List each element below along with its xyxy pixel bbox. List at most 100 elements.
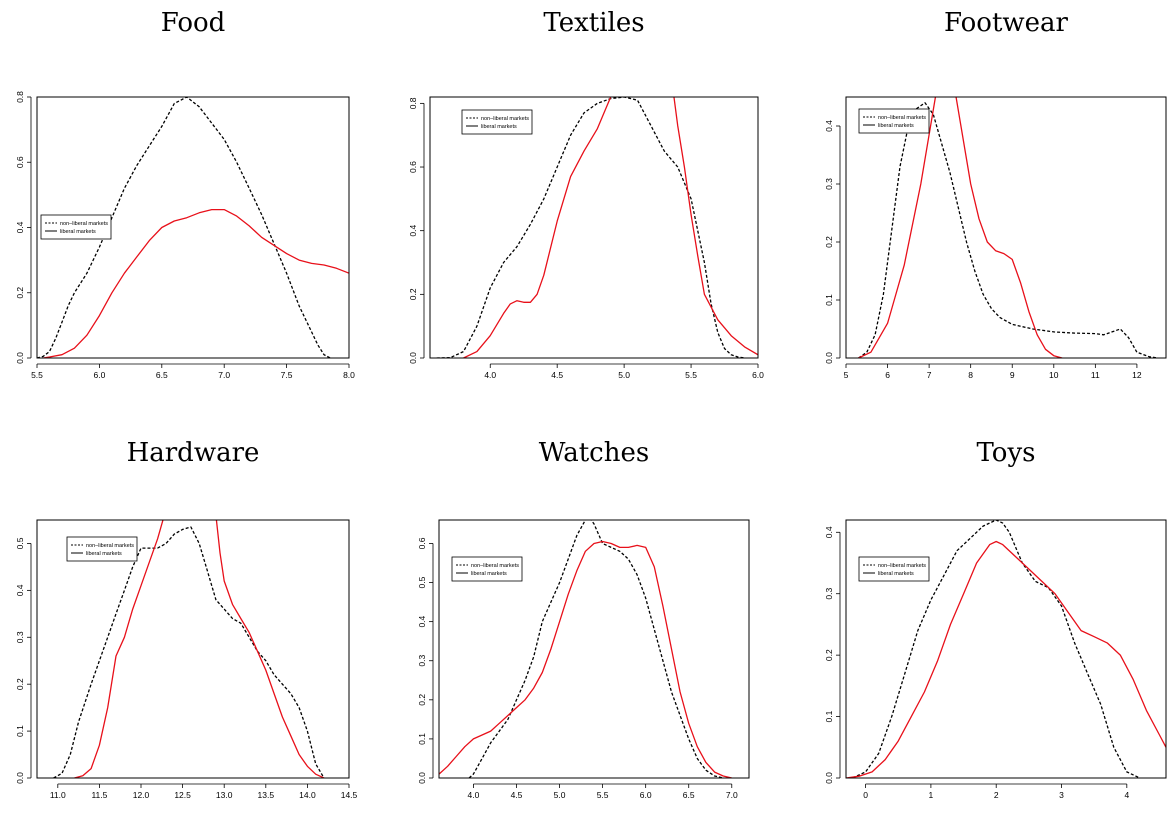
food-x-tick-label: 7.5 bbox=[281, 370, 293, 380]
hardware-panel-title: Hardware bbox=[126, 438, 260, 468]
toys-y-tick-label: 0.3 bbox=[824, 588, 834, 600]
watches-x-tick-label: 6.5 bbox=[683, 790, 695, 800]
hardware-plot-frame bbox=[36, 519, 350, 779]
watches-y-tick-label: 0.6 bbox=[417, 537, 427, 549]
textiles-x-tick-label: 4.5 bbox=[551, 370, 563, 380]
hardware-y-tick-label: 0.4 bbox=[15, 584, 25, 596]
food-plot-frame bbox=[36, 96, 350, 359]
textiles-x-tick-label: 5.0 bbox=[618, 370, 630, 380]
hardware-x-tick-label: 14.5 bbox=[341, 790, 358, 800]
footwear-plot-frame bbox=[845, 96, 1167, 359]
footwear-x-tick-label: 7 bbox=[927, 370, 932, 380]
watches-x-tick-label: 5.5 bbox=[597, 790, 609, 800]
hardware-series-liberal bbox=[74, 520, 325, 778]
footwear-legend-label: liberal markets bbox=[878, 123, 914, 129]
hardware-legend-label: liberal markets bbox=[86, 551, 122, 557]
footwear-y-tick-label: 0.4 bbox=[824, 120, 834, 132]
textiles-x-tick-label: 4.0 bbox=[484, 370, 496, 380]
watches-y-tick-label: 0.1 bbox=[417, 733, 427, 745]
toys-plot-frame bbox=[845, 519, 1167, 779]
footwear-legend-box bbox=[858, 108, 930, 134]
watches-x-tick-label: 6.0 bbox=[640, 790, 652, 800]
textiles-x-tick-label: 5.5 bbox=[685, 370, 697, 380]
watches-y-tick-label: 0.3 bbox=[417, 655, 427, 667]
food-x-tick-label: 8.0 bbox=[343, 370, 355, 380]
footwear-series-liberal bbox=[858, 97, 1063, 358]
watches-legend-label: liberal markets bbox=[471, 571, 507, 577]
toys-x-tick-label: 3 bbox=[1059, 790, 1064, 800]
hardware-x-tick-label: 13.5 bbox=[258, 790, 275, 800]
watches-x-tick-label: 5.0 bbox=[554, 790, 566, 800]
footwear-x-tick-label: 9 bbox=[1010, 370, 1015, 380]
textiles-y-tick-label: 0.6 bbox=[408, 161, 418, 173]
footwear-x-tick-label: 5 bbox=[844, 370, 849, 380]
textiles-legend-box bbox=[461, 109, 533, 135]
textiles-y-tick-label: 0.2 bbox=[408, 288, 418, 300]
watches-plot-frame bbox=[438, 519, 750, 779]
textiles-legend-label: liberal markets bbox=[481, 124, 517, 130]
footwear-series-non-liberal bbox=[858, 102, 1158, 358]
footwear-legend-label: non–liberal markets bbox=[878, 115, 926, 121]
toys-y-tick-label: 0.2 bbox=[824, 649, 834, 661]
food-panel-title: Food bbox=[160, 8, 226, 38]
food-x-tick-label: 7.0 bbox=[218, 370, 230, 380]
watches-panel-title: Watches bbox=[538, 438, 650, 468]
hardware-x-tick-label: 12.0 bbox=[133, 790, 150, 800]
textiles-panel-title: Textiles bbox=[543, 8, 645, 38]
hardware-legend-box bbox=[66, 536, 138, 562]
food-y-tick-label: 0.8 bbox=[15, 91, 25, 103]
footwear-x-tick-label: 11 bbox=[1091, 370, 1100, 380]
food-y-tick-label: 0.0 bbox=[15, 352, 25, 364]
toys-x-tick-label: 4 bbox=[1124, 790, 1129, 800]
toys-y-tick-label: 0.0 bbox=[824, 772, 834, 784]
textiles-y-tick-label: 0.0 bbox=[408, 352, 418, 364]
footwear-x-tick-label: 6 bbox=[885, 370, 890, 380]
food-series-liberal bbox=[43, 208, 349, 358]
toys-x-tick-label: 1 bbox=[929, 790, 934, 800]
toys-series-non-liberal bbox=[852, 520, 1141, 778]
toys-legend-label: non–liberal markets bbox=[878, 563, 926, 569]
hardware-y-tick-label: 0.2 bbox=[15, 678, 25, 690]
hardware-x-tick-label: 11.5 bbox=[91, 790, 107, 800]
food-y-tick-label: 0.2 bbox=[15, 287, 25, 299]
toys-x-tick-label: 0 bbox=[863, 790, 868, 800]
watches-series-non-liberal bbox=[468, 520, 724, 778]
food-y-tick-label: 0.6 bbox=[15, 156, 25, 168]
toys-legend-box bbox=[858, 556, 930, 582]
footwear-x-tick-label: 10 bbox=[1049, 370, 1059, 380]
toys-panel-title: Toys bbox=[976, 438, 1036, 468]
toys-x-tick-label: 2 bbox=[994, 790, 999, 800]
hardware-y-tick-label: 0.3 bbox=[15, 631, 25, 643]
watches-y-tick-label: 0.0 bbox=[417, 772, 427, 784]
footwear-y-tick-label: 0.3 bbox=[824, 178, 834, 190]
food-x-tick-label: 6.5 bbox=[156, 370, 168, 380]
hardware-y-tick-label: 0.1 bbox=[15, 725, 25, 737]
watches-x-tick-label: 4.5 bbox=[511, 790, 523, 800]
textiles-legend-label: non–liberal markets bbox=[481, 116, 529, 122]
textiles-y-tick-label: 0.8 bbox=[408, 97, 418, 109]
textiles-y-tick-label: 0.4 bbox=[408, 225, 418, 237]
textiles-series-non-liberal bbox=[436, 97, 745, 358]
toys-series-liberal bbox=[846, 540, 1166, 778]
food-legend-label: non–liberal markets bbox=[60, 221, 108, 227]
food-legend-box bbox=[40, 214, 112, 240]
footwear-y-tick-label: 0.0 bbox=[824, 352, 834, 364]
footwear-x-tick-label: 8 bbox=[968, 370, 973, 380]
watches-legend-box bbox=[451, 556, 523, 582]
hardware-x-tick-label: 13.0 bbox=[216, 790, 233, 800]
watches-y-tick-label: 0.5 bbox=[417, 576, 427, 588]
hardware-x-tick-label: 12.5 bbox=[174, 790, 191, 800]
hardware-x-tick-label: 14.0 bbox=[299, 790, 316, 800]
food-series-non-liberal bbox=[37, 97, 331, 358]
footwear-panel-title: Footwear bbox=[944, 8, 1068, 38]
hardware-series-non-liberal bbox=[53, 526, 325, 778]
watches-x-tick-label: 4.0 bbox=[468, 790, 480, 800]
footwear-y-tick-label: 0.1 bbox=[824, 294, 834, 306]
watches-y-tick-label: 0.2 bbox=[417, 694, 427, 706]
